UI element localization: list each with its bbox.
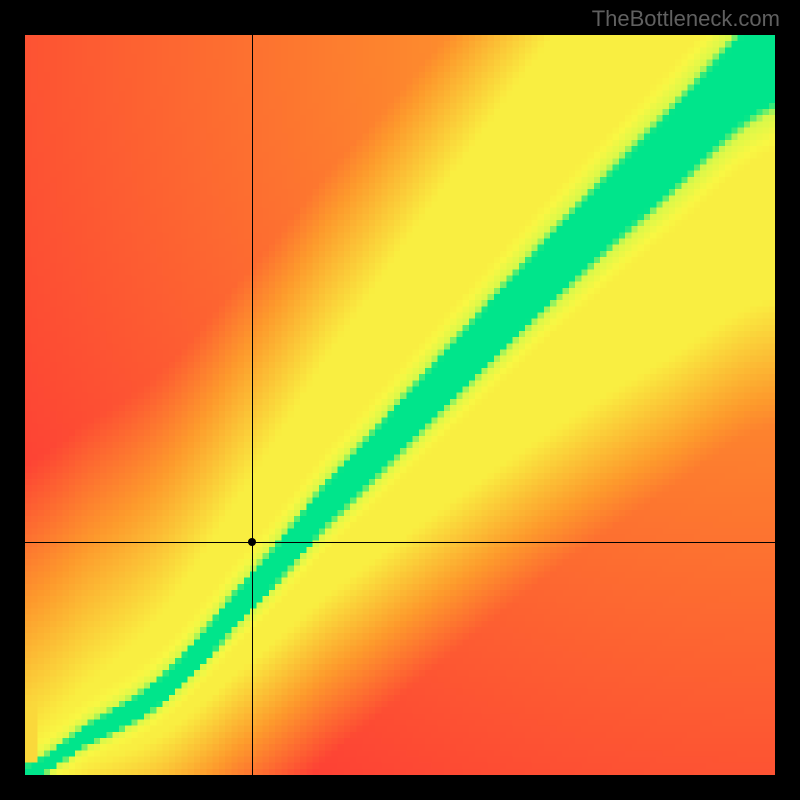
heatmap-canvas <box>25 35 775 775</box>
watermark-text: TheBottleneck.com <box>592 6 780 32</box>
crosshair-vertical <box>252 35 253 775</box>
crosshair-horizontal <box>25 542 775 543</box>
plot-area <box>25 35 775 775</box>
chart-container: TheBottleneck.com <box>0 0 800 800</box>
